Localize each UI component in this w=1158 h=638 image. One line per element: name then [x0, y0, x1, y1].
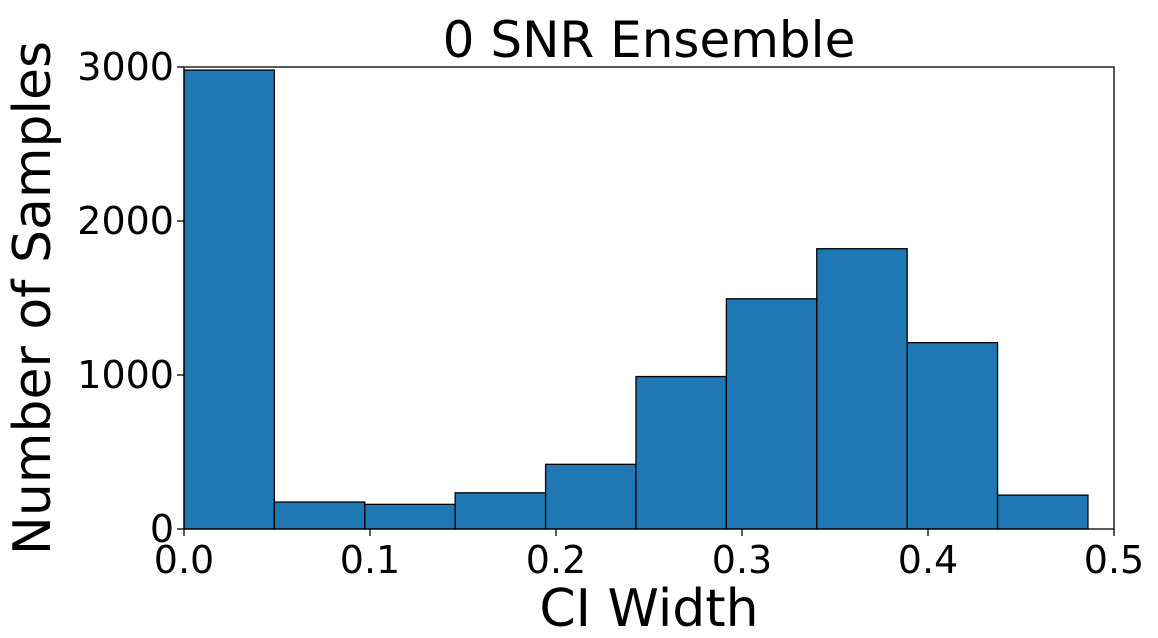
histogram-bar-1 [273, 501, 366, 530]
plot-frame [183, 66, 1115, 530]
x-tick-label: 0.2 [526, 538, 586, 582]
histogram-bar-0 [183, 69, 276, 530]
y-tick-label: 2000 [77, 199, 174, 243]
x-tick-label: 0.0 [154, 538, 214, 582]
x-axis-ticks: 0.0 0.1 0.2 0.3 0.4 0.5 [154, 529, 1144, 582]
bars-group [183, 69, 1089, 530]
y-axis-label: Number of Samples [3, 41, 63, 555]
chart-title: 0 SNR Ensemble [443, 11, 856, 69]
y-tick-label: 0 [150, 507, 174, 551]
x-tick-label: 0.5 [1084, 538, 1144, 582]
y-axis-ticks: 0 1000 2000 3000 [77, 45, 184, 551]
y-tick-label: 3000 [77, 45, 174, 89]
histogram-bar-4 [544, 463, 637, 530]
x-tick-label: 0.4 [898, 538, 958, 582]
histogram-bar-6 [725, 298, 818, 530]
histogram-bar-3 [454, 492, 547, 530]
x-axis-label: CI Width [539, 579, 758, 638]
x-tick-label: 0.1 [340, 538, 400, 582]
histogram-bar-9 [996, 494, 1089, 530]
histogram-bar-5 [635, 375, 728, 530]
histogram-bar-8 [906, 342, 999, 530]
y-tick-label: 1000 [77, 353, 174, 397]
x-tick-label: 0.3 [712, 538, 772, 582]
histogram-bar-2 [364, 503, 456, 530]
histogram-bar-7 [816, 248, 908, 530]
